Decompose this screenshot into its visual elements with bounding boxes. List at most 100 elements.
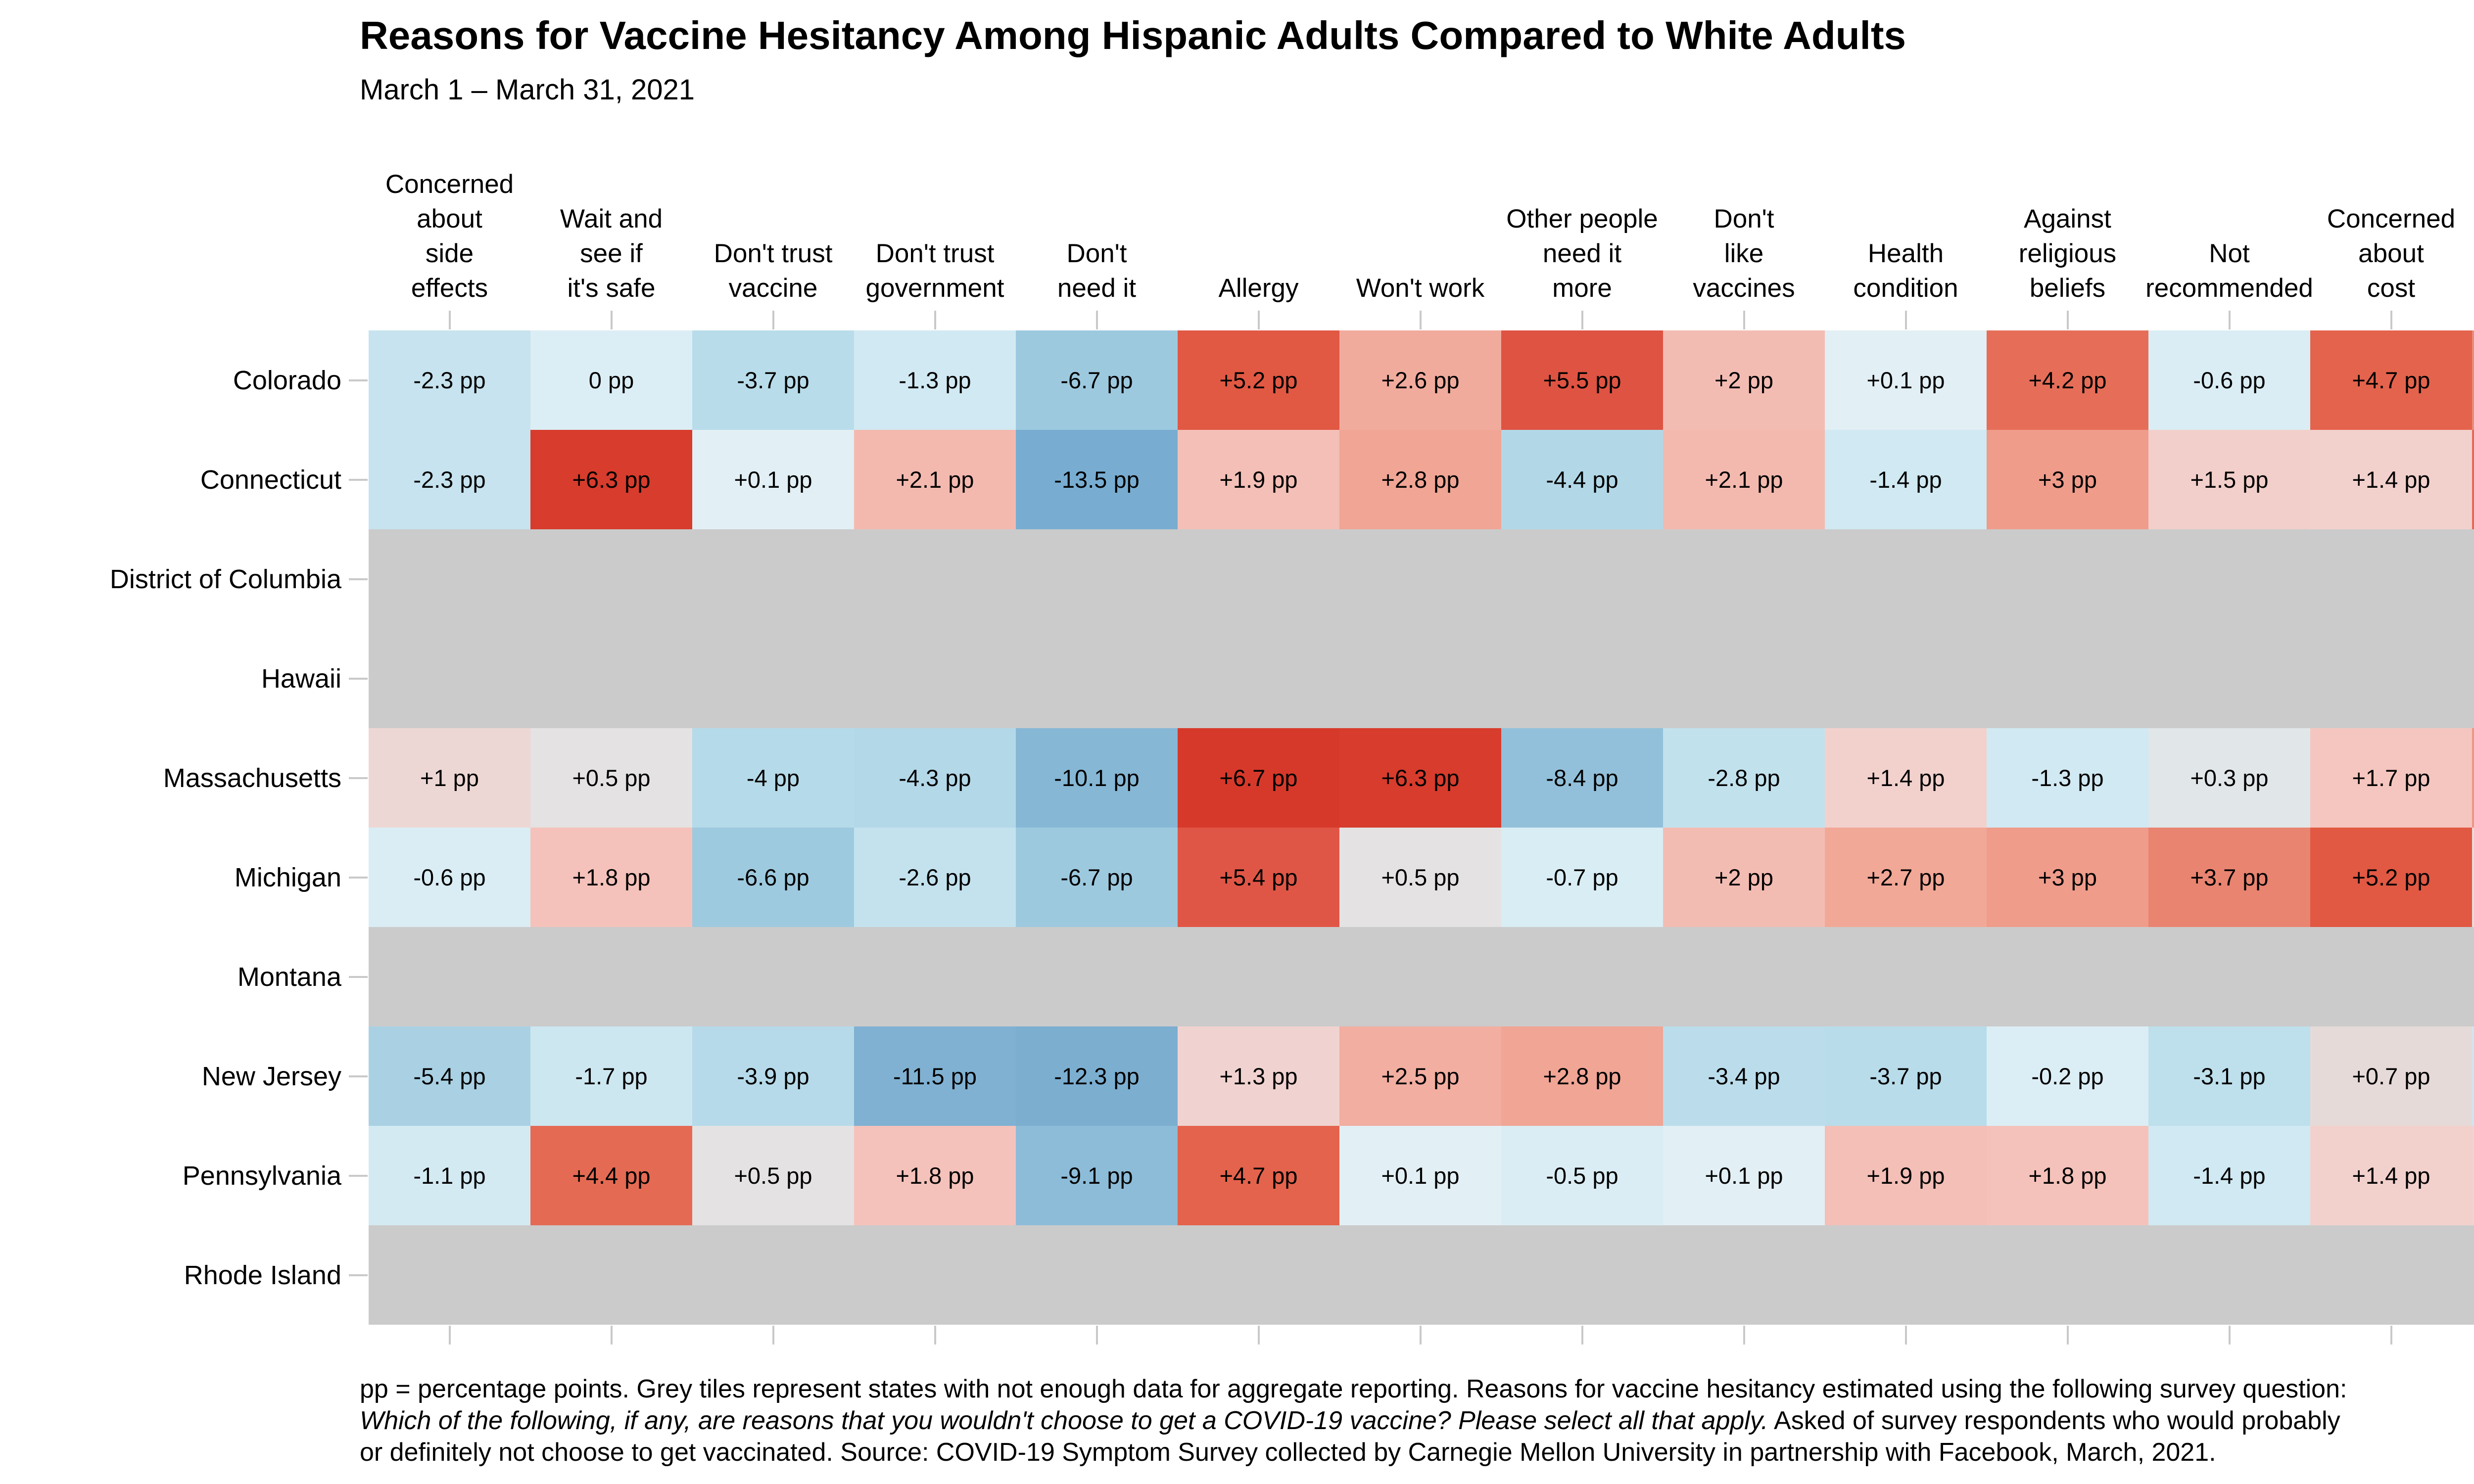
axis-tick-left — [349, 1075, 368, 1077]
axis-tick-top — [2390, 311, 2392, 329]
axis-tick-bottom — [934, 1326, 936, 1345]
chart-subtitle: March 1 – March 31, 2021 — [360, 74, 695, 106]
heatmap-tile: -1.4 pp — [2148, 1126, 2310, 1225]
column-header: Wait and see if it's safe — [560, 204, 663, 303]
axis-tick-top — [2228, 311, 2231, 329]
axis-tick-bottom — [1904, 1326, 1907, 1345]
heatmap-tile: +3.5 pp — [2472, 330, 2474, 430]
heatmap-tile: +0.6 pp — [2472, 828, 2474, 927]
row-label: Montana — [237, 962, 341, 992]
heatmap-tile: +2.7 pp — [1825, 828, 1987, 927]
column-header: Don't need it — [1057, 239, 1137, 303]
heatmap-tile: +1.8 pp — [530, 828, 692, 927]
heatmap-tile: +5.5 pp — [1501, 330, 1663, 430]
heatmap-tile: +2.8 pp — [1339, 430, 1501, 529]
footnote-line: pp = percentage points. Grey tiles repre… — [360, 1373, 2347, 1405]
axis-tick-top — [448, 311, 451, 329]
heatmap-tile: -0.6 pp — [369, 828, 530, 927]
heatmap-tile: -10.1 pp — [1016, 728, 1178, 828]
heatmap-tile: -3.7 pp — [1825, 1026, 1987, 1126]
axis-tick-left — [349, 379, 368, 381]
axis-tick-bottom — [1257, 1326, 1260, 1345]
heatmap-tile: -6.7 pp — [1016, 330, 1178, 430]
heatmap-tile: +5.2 pp — [1178, 330, 1339, 430]
footnote-italic-segment: Which of the following, if any, are reas… — [360, 1406, 1768, 1435]
column-header: Not recommended — [2145, 239, 2313, 303]
footnote-segment: pp = percentage points. Grey tiles repre… — [360, 1375, 2347, 1403]
heatmap-tile: -0.5 pp — [1501, 1126, 1663, 1225]
heatmap-tile: +4.7 pp — [2310, 330, 2472, 430]
heatmap-tile: +2.8 pp — [1501, 1026, 1663, 1126]
row-label: Connecticut — [200, 464, 341, 495]
heatmap-tile: +2.6 pp — [1339, 330, 1501, 430]
heatmap-tile: +1.4 pp — [2310, 430, 2472, 529]
column-header: Don't like vaccines — [1693, 204, 1795, 303]
heatmap-tile: -0.2 pp — [1987, 1026, 2148, 1126]
footnote: pp = percentage points. Grey tiles repre… — [360, 1373, 2347, 1468]
axis-tick-bottom — [2228, 1326, 2231, 1345]
heatmap-tile: +0.1 pp — [692, 430, 854, 529]
row-label: New Jersey — [201, 1061, 341, 1091]
heatmap-tile: -9.1 pp — [1016, 1126, 1178, 1225]
heatmap-tile: +0.3 pp — [2148, 728, 2310, 828]
heatmap-tile: +3.7 pp — [2148, 828, 2310, 927]
column-header: Concerned about cost — [2327, 204, 2456, 303]
axis-tick-left — [349, 975, 368, 978]
row-label: Colorado — [233, 365, 341, 395]
heatmap-tile: -2.3 pp — [369, 430, 530, 529]
column-header: Concerned about side effects — [385, 170, 514, 303]
no-data-band — [369, 1225, 2474, 1325]
axis-tick-bottom — [1095, 1326, 1098, 1345]
heatmap-tile: -3.7 pp — [692, 330, 854, 430]
heatmap-tile: -3.9 pp — [692, 1026, 854, 1126]
column-header: Health condition — [1853, 239, 1958, 303]
heatmap-tile: -8.4 pp — [1501, 728, 1663, 828]
heatmap-tile: +1.8 pp — [1987, 1126, 2148, 1225]
column-header: Against religious beliefs — [2018, 204, 2117, 303]
heatmap-tile: +2 pp — [1663, 330, 1825, 430]
axis-tick-bottom — [448, 1326, 451, 1345]
axis-tick-left — [349, 1174, 368, 1177]
heatmap-tile: -1.3 pp — [1987, 728, 2148, 828]
row-label: Rhode Island — [184, 1260, 341, 1290]
axis-tick-bottom — [1581, 1326, 1583, 1345]
heatmap-tile: +2.1 pp — [1663, 430, 1825, 529]
axis-tick-bottom — [2066, 1326, 2069, 1345]
axis-tick-top — [1257, 311, 1260, 329]
heatmap-tile: -11.5 pp — [854, 1026, 1016, 1126]
heatmap-tile: +0.1 pp — [1825, 330, 1987, 430]
heatmap-tile: +6.3 pp — [530, 430, 692, 529]
heatmap-tile: -1.4 pp — [1825, 430, 1987, 529]
heatmap-tile: -2.8 pp — [1663, 728, 1825, 828]
row-label: Hawaii — [261, 663, 341, 694]
heatmap-tile: -4.4 pp — [1501, 430, 1663, 529]
chart-title: Reasons for Vaccine Hesitancy Among Hisp… — [360, 13, 1906, 57]
no-data-band — [369, 629, 2474, 728]
axis-tick-left — [349, 478, 368, 481]
axis-tick-top — [610, 311, 613, 329]
heatmap-tile: +1.3 pp — [2472, 1126, 2474, 1225]
footnote-line: Which of the following, if any, are reas… — [360, 1405, 2347, 1437]
axis-tick-left — [349, 677, 368, 680]
heatmap-tile: +5.2 pp — [2310, 828, 2472, 927]
heatmap-tile: -1.1 pp — [369, 1126, 530, 1225]
heatmap-tile: +4.4 pp — [530, 1126, 692, 1225]
heatmap-tile: -6.7 pp — [1016, 828, 1178, 927]
heatmap-tile: -0.6 pp — [2148, 330, 2310, 430]
heatmap-tile: -5.4 pp — [369, 1026, 530, 1126]
heatmap-tile: +4.2 pp — [1987, 330, 2148, 430]
footnote-line: or definitely not choose to get vaccinat… — [360, 1437, 2347, 1468]
axis-tick-left — [349, 578, 368, 580]
heatmap-tile: -2.6 pp — [854, 828, 1016, 927]
heatmap-tile: +1.8 pp — [854, 1126, 1016, 1225]
heatmap-tile: +1.4 pp — [1825, 728, 1987, 828]
heatmap-tile: -12.3 pp — [1016, 1026, 1178, 1126]
axis-tick-top — [1581, 311, 1583, 329]
row-label: Michigan — [234, 862, 341, 892]
axis-tick-bottom — [772, 1326, 774, 1345]
heatmap-tile: +3 pp — [1987, 828, 2148, 927]
heatmap-tile: +0.1 pp — [1339, 1126, 1501, 1225]
heatmap-tile: +1.5 pp — [2148, 430, 2310, 529]
heatmap-tile: -4.3 pp — [854, 728, 1016, 828]
